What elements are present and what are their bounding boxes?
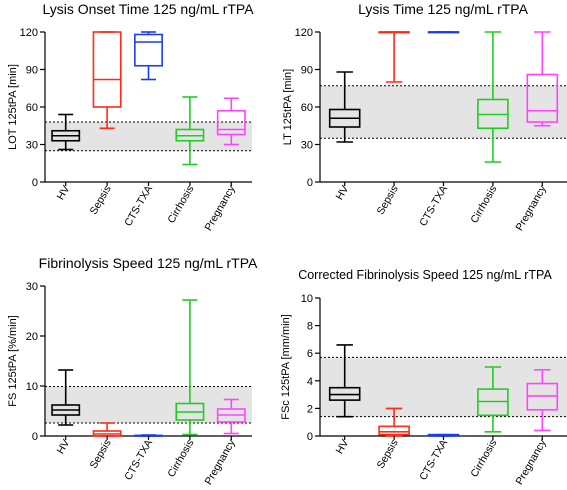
y-tick-label: 2 [307,403,313,415]
y-tick-label: 8 [307,321,313,333]
y-tick-label: 0 [32,177,38,189]
box-sepsis [92,422,122,437]
y-tick-label: 90 [301,65,313,77]
chart-panel-4: Corrected Fibrinolysis Speed 125 ng/mL r… [280,268,567,487]
reference-band [320,85,567,139]
box-cirrhosis [175,299,205,436]
y-tick-label: 120 [295,27,313,39]
x-tick-label: HV [55,438,73,457]
x-tick-label: CTS-TXA [122,184,155,229]
x-tick-label: HV [334,184,352,203]
y-tick-label: 60 [301,102,313,114]
y-tick-label: 120 [20,27,38,39]
chart-panel-1: Lysis Onset Time 125 ng/mL rTPA 0 30 60 90 12… [7,1,254,233]
y-tick-label: 0 [307,177,313,189]
x-tick-label: CTS-TXA [122,438,155,483]
x-tick-label: HV [55,184,73,203]
box-pregnancy [526,368,559,432]
box-sepsis [378,31,410,83]
chart-title: Lysis Time 125 ng/mL rTPA [358,1,529,17]
box-cts-txa [134,434,163,437]
x-tick-label: HV [334,438,352,457]
box-iqr [92,31,122,108]
box-hv [51,369,81,426]
box-pregnancy [216,97,246,146]
y-tick-label: 6 [307,348,313,360]
x-tick-label: Cirrhosis [165,438,196,480]
x-tick-label: Sepsis [375,438,401,471]
reference-band [320,357,567,417]
box-hv [328,344,361,418]
x-tick-label: CTS-TXA [417,438,450,483]
box-iqr [526,73,559,123]
y-tick-label: 90 [26,65,38,77]
box-sepsis [92,31,122,130]
box-cirrhosis [477,366,509,433]
y-tick-label: 30 [26,140,38,152]
x-tick-label: Pregnancy [513,437,549,487]
chart-panel-2: Lysis Time 125 ng/mL rTPA 0 30 60 90 120 LT 12… [282,1,567,233]
chart-panel-3: Fibrinolysis Speed 125 ng/mL rTPA 0 10 20 30… [7,255,258,487]
box-cts-txa [427,433,460,437]
y-axis-label: FS 125tPA [%/min] [7,315,19,407]
box-cirrhosis [175,96,205,166]
y-axis-label: LOT 125tPA [min] [7,64,19,150]
chart-title: Lysis Onset Time 125 ng/mL rTPA [42,1,254,17]
x-tick-label: Pregnancy [202,437,238,487]
y-axis-label: LT 125tPA [min] [282,69,294,145]
y-tick-label: 10 [26,381,38,393]
y-tick-label: 30 [301,140,313,152]
x-tick-label: Sepsis [88,438,114,471]
box-cts-txa [134,31,163,81]
x-tick-label: CTS-TXA [417,184,450,229]
box-cts-txa [427,31,460,34]
x-tick-label: Cirrhosis [468,184,499,226]
box-iqr [134,33,163,67]
chart-title: Fibrinolysis Speed 125 ng/mL rTPA [39,255,258,271]
y-tick-label: 20 [26,331,38,343]
x-tick-label: Sepsis [88,184,114,217]
box-pregnancy [216,398,246,435]
box-iqr [216,109,246,136]
x-tick-label: Sepsis [375,184,401,217]
y-tick-label: 60 [26,102,38,114]
y-tick-label: 10 [301,293,313,305]
box-pregnancy [526,31,559,127]
y-tick-label: 0 [307,431,313,443]
box-cirrhosis [477,31,509,163]
y-tick-label: 0 [32,431,38,443]
x-tick-label: Pregnancy [513,183,549,233]
x-tick-label: Cirrhosis [468,438,499,480]
y-tick-label: 30 [26,281,38,293]
y-tick-label: 4 [307,376,313,388]
y-axis-label: FSc 125tPA [mm/min] [280,314,292,420]
box-hv [328,71,361,143]
box-hv [51,113,81,151]
x-tick-label: Cirrhosis [165,184,196,226]
box-iqr [378,425,410,436]
x-tick-label: Pregnancy [202,183,238,233]
chart-title: Corrected Fibrinolysis Speed 125 ng/mL r… [298,268,552,282]
